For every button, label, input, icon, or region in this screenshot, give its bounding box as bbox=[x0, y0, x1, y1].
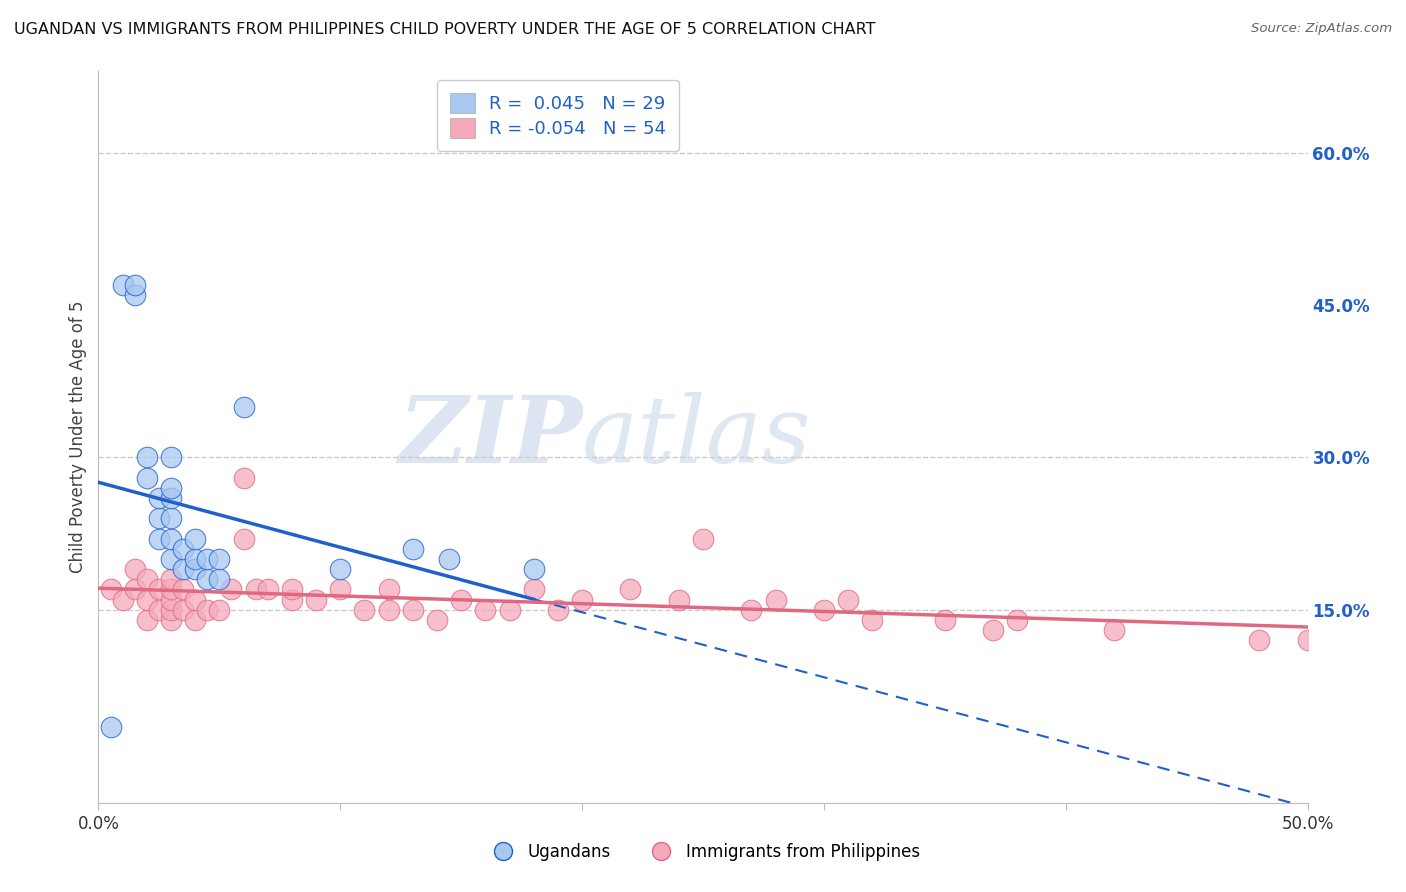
Point bbox=[184, 562, 207, 576]
Point bbox=[184, 592, 207, 607]
Point bbox=[160, 603, 183, 617]
Point bbox=[232, 400, 254, 414]
Point bbox=[402, 603, 425, 617]
Point bbox=[148, 491, 170, 505]
Point bbox=[1102, 623, 1125, 637]
Point bbox=[692, 532, 714, 546]
Point bbox=[437, 552, 460, 566]
Point bbox=[124, 277, 146, 292]
Point bbox=[160, 613, 183, 627]
Point bbox=[172, 603, 194, 617]
Point bbox=[1249, 633, 1271, 648]
Point bbox=[498, 603, 520, 617]
Point bbox=[981, 623, 1004, 637]
Point bbox=[160, 582, 183, 597]
Text: Source: ZipAtlas.com: Source: ZipAtlas.com bbox=[1251, 22, 1392, 36]
Point bbox=[221, 582, 243, 597]
Point bbox=[450, 592, 472, 607]
Point bbox=[377, 603, 399, 617]
Point bbox=[184, 552, 207, 566]
Point bbox=[740, 603, 762, 617]
Point bbox=[934, 613, 956, 627]
Point bbox=[245, 582, 267, 597]
Point bbox=[111, 277, 134, 292]
Point bbox=[426, 613, 449, 627]
Point bbox=[208, 572, 231, 586]
Point bbox=[547, 603, 569, 617]
Point bbox=[474, 603, 496, 617]
Point bbox=[148, 582, 170, 597]
Point bbox=[377, 582, 399, 597]
Point bbox=[124, 562, 146, 576]
Legend: Ugandans, Immigrants from Philippines: Ugandans, Immigrants from Philippines bbox=[479, 837, 927, 868]
Point bbox=[160, 552, 183, 566]
Point bbox=[100, 582, 122, 597]
Point bbox=[281, 582, 304, 597]
Point bbox=[184, 532, 207, 546]
Point bbox=[135, 450, 157, 465]
Point bbox=[160, 592, 183, 607]
Point bbox=[353, 603, 375, 617]
Point bbox=[232, 532, 254, 546]
Point bbox=[111, 592, 134, 607]
Point bbox=[402, 541, 425, 556]
Point bbox=[135, 592, 157, 607]
Point bbox=[124, 288, 146, 302]
Text: ZIP: ZIP bbox=[398, 392, 582, 482]
Point bbox=[813, 603, 835, 617]
Point bbox=[195, 552, 218, 566]
Y-axis label: Child Poverty Under the Age of 5: Child Poverty Under the Age of 5 bbox=[69, 301, 87, 574]
Point bbox=[160, 450, 183, 465]
Point bbox=[860, 613, 883, 627]
Point bbox=[172, 541, 194, 556]
Point bbox=[1007, 613, 1029, 627]
Point bbox=[148, 603, 170, 617]
Point bbox=[329, 582, 352, 597]
Point bbox=[1296, 633, 1319, 648]
Point bbox=[208, 552, 231, 566]
Point bbox=[571, 592, 593, 607]
Point bbox=[172, 562, 194, 576]
Point bbox=[837, 592, 859, 607]
Point bbox=[281, 592, 304, 607]
Point bbox=[305, 592, 328, 607]
Point bbox=[523, 562, 546, 576]
Point bbox=[148, 532, 170, 546]
Point bbox=[135, 471, 157, 485]
Point bbox=[172, 582, 194, 597]
Point bbox=[160, 572, 183, 586]
Point bbox=[160, 491, 183, 505]
Text: atlas: atlas bbox=[582, 392, 811, 482]
Point bbox=[668, 592, 690, 607]
Point bbox=[100, 720, 122, 734]
Text: UGANDAN VS IMMIGRANTS FROM PHILIPPINES CHILD POVERTY UNDER THE AGE OF 5 CORRELAT: UGANDAN VS IMMIGRANTS FROM PHILIPPINES C… bbox=[14, 22, 876, 37]
Point bbox=[160, 481, 183, 495]
Point bbox=[195, 572, 218, 586]
Point bbox=[135, 572, 157, 586]
Point bbox=[195, 603, 218, 617]
Point bbox=[329, 562, 352, 576]
Point bbox=[124, 582, 146, 597]
Point bbox=[619, 582, 641, 597]
Point bbox=[765, 592, 787, 607]
Point bbox=[135, 613, 157, 627]
Point bbox=[256, 582, 278, 597]
Point bbox=[160, 511, 183, 525]
Point bbox=[160, 532, 183, 546]
Point bbox=[184, 613, 207, 627]
Point bbox=[232, 471, 254, 485]
Point bbox=[148, 511, 170, 525]
Point bbox=[208, 603, 231, 617]
Point bbox=[523, 582, 546, 597]
